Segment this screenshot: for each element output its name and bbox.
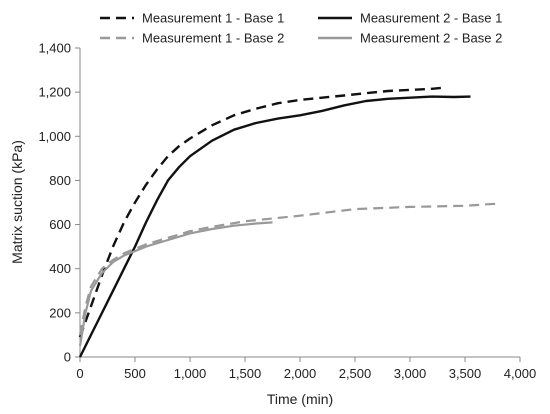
legend-label-measurement-1-base-1: Measurement 1 - Base 1 <box>142 11 284 26</box>
axes <box>79 48 520 358</box>
x-tick-label: 3,500 <box>449 366 482 381</box>
x-tick-label: 4,000 <box>504 366 537 381</box>
y-tick-label: 1,000 <box>38 129 71 144</box>
series-line-measurement-2-base-1 <box>78 95 471 358</box>
legend-label-measurement-2-base-2: Measurement 2 - Base 2 <box>360 31 502 46</box>
x-tick-label: 2,000 <box>284 366 317 381</box>
y-tick-label: 400 <box>49 261 71 276</box>
y-tick-label: 0 <box>64 350 71 365</box>
y-tick-label: 1,200 <box>38 85 71 100</box>
x-ticks: 0 500 1,000 1,500 2,000 2,500 3,000 3,500 4,000 <box>76 357 536 381</box>
y-tick-label: 1,400 <box>38 41 71 56</box>
y-tick-label: 600 <box>49 217 71 232</box>
legend-label-measurement-1-base-2: Measurement 1 - Base 2 <box>142 31 284 46</box>
y-tick-label: 200 <box>49 305 71 320</box>
series-layer <box>78 86 499 358</box>
x-tick-label: 3,000 <box>394 366 427 381</box>
legend-label-measurement-2-base-1: Measurement 2 - Base 1 <box>360 11 502 26</box>
legend: Measurement 1 - Base 1 Measurement 2 - Ba… <box>100 11 502 46</box>
series-line-measurement-2-base-2 <box>78 221 273 347</box>
series-line-measurement-1-base-1 <box>78 86 444 338</box>
x-tick-label: 0 <box>76 366 83 381</box>
x-tick-label: 2,500 <box>339 366 372 381</box>
y-ticks: 0 200 400 600 800 1,000 1,200 1,400 <box>38 41 80 365</box>
x-tick-label: 500 <box>124 366 146 381</box>
x-tick-label: 1,500 <box>229 366 262 381</box>
series-line-measurement-1-base-2 <box>78 202 499 336</box>
y-tick-label: 800 <box>49 173 71 188</box>
x-axis-title: Time (min) <box>267 391 333 407</box>
y-axis-title: Matrix suction (kPa) <box>9 140 25 264</box>
x-tick-label: 1,000 <box>174 366 207 381</box>
